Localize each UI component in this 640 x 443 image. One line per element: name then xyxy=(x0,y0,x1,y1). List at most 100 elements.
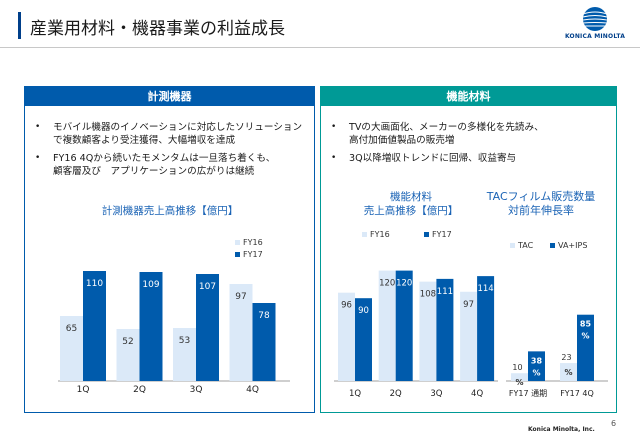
bar-value-label: 65 xyxy=(66,324,77,334)
legend-swatch-FY16 xyxy=(235,240,240,245)
bar-VA+IPS xyxy=(528,351,545,381)
bar-FY17 xyxy=(355,298,372,381)
panel-header-measuring: 計測機器 xyxy=(25,87,314,106)
legend-label: FY16 xyxy=(370,230,390,239)
legend-label: TAC xyxy=(517,241,534,250)
category-label: 3Q xyxy=(430,389,442,399)
bar-FY16 xyxy=(378,270,396,381)
page-title: 産業用材料・機器事業の利益成長 xyxy=(30,19,285,39)
bar-value-label: 120 xyxy=(379,279,395,289)
legend-label: VA+IPS xyxy=(558,241,587,250)
bar-FY17 xyxy=(395,270,413,381)
legend-swatch-FY17 xyxy=(235,252,240,257)
category-label: 3Q xyxy=(190,385,203,395)
bar-value-label: 85 xyxy=(580,320,592,329)
measuring-bullet-list: • モバイル機器のイノベーションに対応したソリューション で複数顧客より受注獲得… xyxy=(33,121,313,183)
bullet-dot-icon: • xyxy=(35,122,41,132)
bar-FY16 xyxy=(229,284,253,381)
bar-value-label: 114 xyxy=(477,284,493,294)
bar-FY17 xyxy=(83,271,106,381)
bar-FY16 xyxy=(338,292,355,381)
category-label: 1Q xyxy=(77,385,90,395)
functional-chart-title-line2: 売上高推移【億円】 xyxy=(363,205,459,217)
bar-FY17 xyxy=(196,274,219,381)
bullet-item: • FY16 4Qから続いたモメンタムは一旦落ち着くも、 顧客層及び アプリケー… xyxy=(33,152,313,178)
bar-value-label: 38 xyxy=(531,356,543,365)
bullet-dot-icon: • xyxy=(331,153,337,163)
bar-FY16 xyxy=(173,328,196,381)
tac-chart-title: TACフィルム販売数量 対前年伸長率 xyxy=(471,190,611,218)
functional-bullet-list: • TVの大画面化、メーカーの多様化を先読み、 高付加価値製品の販売増 • 3Q… xyxy=(329,121,614,170)
bar-value-label: 52 xyxy=(122,337,133,347)
bullet-text-line2: 高付加価値製品の販売増 xyxy=(349,135,455,146)
bar-TAC xyxy=(511,373,528,381)
bar-unit-label: % xyxy=(515,378,523,387)
legend-label: FY16 xyxy=(243,238,263,247)
bar-value-label: 108 xyxy=(420,290,436,300)
page-number: 6 xyxy=(611,419,617,428)
bar-FY16 xyxy=(116,329,140,381)
bar-value-label: 109 xyxy=(142,280,159,290)
bar-value-label: 111 xyxy=(437,287,453,297)
bullet-text-line1: モバイル機器のイノベーションに対応したソリューション xyxy=(53,122,303,133)
bar-FY17 xyxy=(436,278,454,381)
bar-value-label: 90 xyxy=(358,306,369,316)
bar-FY16 xyxy=(60,316,83,381)
bar-value-label: 53 xyxy=(179,336,190,346)
bar-unit-label: % xyxy=(564,368,572,377)
functional-chart-title: 機能材料 売上高推移【億円】 xyxy=(351,190,471,218)
category-label: 4Q xyxy=(246,385,259,395)
title-accent-bar xyxy=(18,12,21,39)
bar-TAC xyxy=(560,363,577,381)
functional-chart-title-line1: 機能材料 xyxy=(390,191,432,203)
bar-FY17 xyxy=(252,303,276,381)
bar-FY16 xyxy=(460,291,478,381)
header-divider xyxy=(0,47,640,48)
bar-FY17 xyxy=(139,272,163,381)
bullet-dot-icon: • xyxy=(35,153,41,163)
measuring-instruments-panel: 計測機器 • モバイル機器のイノベーションに対応したソリューション で複数顧客よ… xyxy=(24,86,315,413)
category-label: FY17 4Q xyxy=(560,389,594,398)
bullet-item: • モバイル機器のイノベーションに対応したソリューション で複数顧客より受注獲得… xyxy=(33,121,313,147)
legend-swatch-TAC xyxy=(510,243,515,248)
legend-swatch-FY17 xyxy=(424,232,429,237)
bar-value-label: 120 xyxy=(396,279,412,289)
bar-value-label: 78 xyxy=(258,311,270,321)
bar-value-label: 96 xyxy=(341,301,352,311)
logo-wordmark: KONICA MINOLTA xyxy=(564,33,626,40)
bullet-item: • TVの大画面化、メーカーの多様化を先読み、 高付加価値製品の販売増 xyxy=(329,121,614,147)
category-label: 2Q xyxy=(133,385,146,395)
legend-swatch-FY16 xyxy=(362,232,367,237)
bar-FY17 xyxy=(477,276,495,381)
legend-label: FY17 xyxy=(243,250,263,259)
tac-chart-title-line1: TACフィルム販売数量 xyxy=(486,190,596,203)
konica-minolta-globe-icon xyxy=(583,7,607,31)
bar-unit-label: % xyxy=(581,332,589,341)
bar-FY16 xyxy=(419,281,437,381)
category-label: 2Q xyxy=(390,389,402,399)
panel-header-functional: 機能材料 xyxy=(321,87,616,106)
bar-value-label: 110 xyxy=(86,279,103,289)
bullet-text-line1: FY16 4Qから続いたモメンタムは一旦落ち着くも、 xyxy=(53,153,276,164)
bar-VA+IPS xyxy=(577,314,594,381)
bar-value-label: 10 xyxy=(512,363,522,372)
category-label: 4Q xyxy=(471,389,483,399)
measuring-chart-title: 計測機器売上高推移【億円】 xyxy=(101,205,239,217)
legend-label: FY17 xyxy=(432,230,452,239)
bullet-text-line2: で複数顧客より受注獲得、大幅増収を達成 xyxy=(53,135,236,146)
bullet-text-line1: TVの大画面化、メーカーの多様化を先読み、 xyxy=(349,122,544,133)
bullet-dot-icon: • xyxy=(331,122,337,132)
bar-value-label: 97 xyxy=(463,300,474,310)
bar-value-label: 107 xyxy=(199,282,216,292)
bullet-item: • 3Q以降増収トレンドに回帰、収益寄与 xyxy=(329,152,614,165)
legend-swatch-VA+IPS xyxy=(550,243,555,248)
functional-materials-panel: 機能材料 • TVの大画面化、メーカーの多様化を先読み、 高付加価値製品の販売増… xyxy=(320,86,617,413)
bar-value-label: 97 xyxy=(235,292,246,302)
tac-chart-title-line2: 対前年伸長率 xyxy=(508,204,574,217)
bar-value-label: 23 xyxy=(561,353,571,362)
category-label: 1Q xyxy=(349,389,361,399)
category-label: FY17 通期 xyxy=(509,388,547,398)
bullet-text-line2: 顧客層及び アプリケーションの広がりは継続 xyxy=(53,166,255,177)
footer-company-name: Konica Minolta, Inc. xyxy=(528,426,595,433)
